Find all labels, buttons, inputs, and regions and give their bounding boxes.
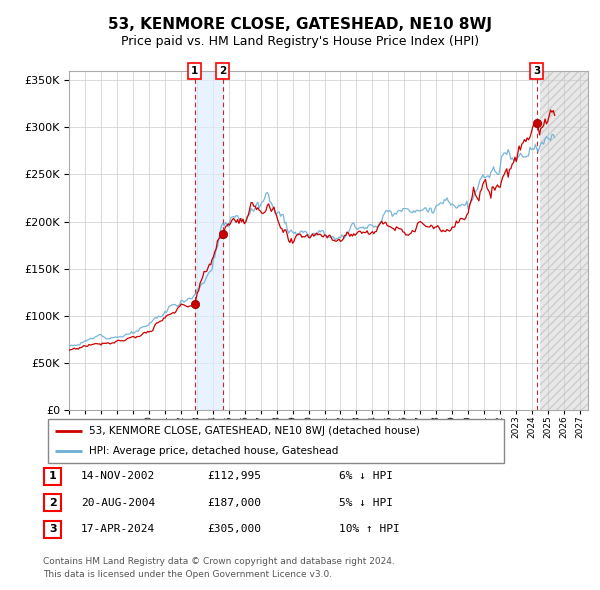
Text: 10% ↑ HPI: 10% ↑ HPI [339, 525, 400, 534]
FancyBboxPatch shape [48, 419, 504, 463]
Text: 53, KENMORE CLOSE, GATESHEAD, NE10 8WJ: 53, KENMORE CLOSE, GATESHEAD, NE10 8WJ [108, 17, 492, 32]
Text: This data is licensed under the Open Government Licence v3.0.: This data is licensed under the Open Gov… [43, 570, 332, 579]
Text: 2: 2 [219, 66, 226, 76]
Text: HPI: Average price, detached house, Gateshead: HPI: Average price, detached house, Gate… [89, 446, 338, 456]
FancyBboxPatch shape [44, 494, 61, 511]
Text: 2: 2 [49, 498, 56, 507]
Text: Price paid vs. HM Land Registry's House Price Index (HPI): Price paid vs. HM Land Registry's House … [121, 35, 479, 48]
Text: 3: 3 [533, 66, 541, 76]
Text: Contains HM Land Registry data © Crown copyright and database right 2024.: Contains HM Land Registry data © Crown c… [43, 557, 395, 566]
Text: £112,995: £112,995 [207, 471, 261, 481]
Text: £305,000: £305,000 [207, 525, 261, 534]
Bar [194, 71, 223, 410]
Text: 3: 3 [49, 525, 56, 534]
Bar [540, 71, 588, 410]
Text: 1: 1 [49, 471, 56, 481]
Text: 14-NOV-2002: 14-NOV-2002 [81, 471, 155, 481]
Bar [540, 71, 588, 410]
Text: 20-AUG-2004: 20-AUG-2004 [81, 498, 155, 507]
Text: 6% ↓ HPI: 6% ↓ HPI [339, 471, 393, 481]
FancyBboxPatch shape [44, 521, 61, 537]
Text: 53, KENMORE CLOSE, GATESHEAD, NE10 8WJ (detached house): 53, KENMORE CLOSE, GATESHEAD, NE10 8WJ (… [89, 426, 420, 436]
Text: £187,000: £187,000 [207, 498, 261, 507]
Text: 1: 1 [191, 66, 199, 76]
Text: 5% ↓ HPI: 5% ↓ HPI [339, 498, 393, 507]
Text: 17-APR-2024: 17-APR-2024 [81, 525, 155, 534]
FancyBboxPatch shape [44, 468, 61, 484]
